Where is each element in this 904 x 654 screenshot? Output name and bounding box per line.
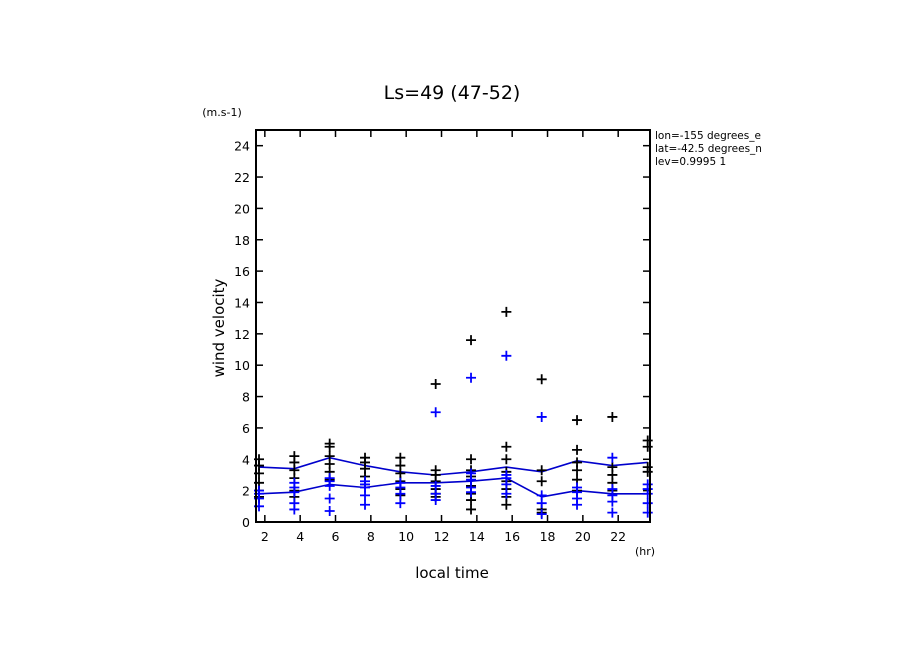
data-point	[607, 496, 618, 507]
x-unit-label: (hr)	[635, 545, 655, 558]
data-point	[501, 454, 512, 465]
data-point	[466, 372, 477, 383]
y-tick-label: 20	[234, 201, 250, 216]
y-tick-label: 12	[234, 327, 250, 342]
y-tick-label: 6	[242, 421, 250, 436]
data-point	[607, 507, 618, 518]
data-point	[501, 499, 512, 510]
y-tick-label: 2	[242, 484, 250, 499]
y-tick-label: 14	[234, 295, 250, 310]
data-point	[572, 499, 583, 510]
data-point	[289, 487, 300, 498]
data-point	[466, 454, 477, 465]
x-tick-label: 14	[469, 529, 485, 544]
data-point	[572, 415, 583, 426]
x-tick-label: 16	[504, 529, 520, 544]
data-point	[466, 335, 477, 346]
data-point	[536, 509, 547, 520]
data-point	[501, 306, 512, 317]
x-tick-label: 6	[332, 529, 340, 544]
data-point	[607, 452, 618, 463]
data-point	[642, 441, 653, 452]
y-axis-label: wind velocity	[210, 278, 228, 377]
x-tick-label: 22	[610, 529, 626, 544]
y-unit-label: (m.s-1)	[202, 106, 242, 119]
x-tick-label: 20	[575, 529, 591, 544]
x-tick-label: 8	[367, 529, 375, 544]
data-point	[466, 487, 477, 498]
data-point	[536, 465, 547, 476]
data-point	[395, 498, 406, 509]
y-tick-label: 16	[234, 264, 250, 279]
y-tick-label: 8	[242, 390, 250, 405]
x-axis-label: local time	[415, 564, 489, 582]
data-point	[501, 441, 512, 452]
info-line-lev: lev=0.9995 1	[655, 156, 726, 168]
data-point	[466, 504, 477, 515]
y-tick-label: 10	[234, 358, 250, 373]
info-line-lat: lat=-42.5 degrees_n	[655, 143, 762, 155]
chart-title: Ls=49 (47-52)	[384, 82, 521, 104]
series-lines-layer	[258, 456, 648, 498]
x-tick-label: 4	[296, 529, 304, 544]
data-point	[324, 480, 335, 491]
data-point	[642, 466, 653, 477]
data-point	[430, 407, 441, 418]
y-tick-label: 18	[234, 233, 250, 248]
data-point	[536, 374, 547, 385]
data-point	[536, 411, 547, 422]
data-point	[536, 476, 547, 487]
y-tick-label: 22	[234, 170, 250, 185]
data-point	[324, 441, 335, 452]
data-point	[572, 465, 583, 476]
data-point	[572, 444, 583, 455]
data-point	[360, 490, 371, 501]
data-point	[501, 479, 512, 490]
data-point	[360, 499, 371, 510]
data-point	[642, 498, 653, 509]
data-point	[536, 498, 547, 509]
y-tick-label: 0	[242, 515, 250, 530]
y-tick-label: 4	[242, 452, 250, 467]
data-point	[430, 495, 441, 506]
data-point	[289, 504, 300, 515]
data-point	[501, 488, 512, 499]
data-point	[501, 350, 512, 361]
data-point	[324, 506, 335, 517]
data-point	[642, 488, 653, 499]
data-points-layer	[254, 306, 653, 520]
series-line	[258, 477, 648, 498]
data-point	[324, 493, 335, 504]
y-tick-label: 24	[234, 139, 250, 154]
data-point	[395, 488, 406, 499]
info-line-lon: lon=-155 degrees_e	[655, 130, 761, 142]
plot-frame	[255, 129, 651, 523]
x-tick-label: 18	[540, 529, 556, 544]
x-tick-label: 10	[398, 529, 414, 544]
data-point	[430, 379, 441, 390]
x-tick-label: 12	[434, 529, 450, 544]
data-point	[607, 411, 618, 422]
series-line	[258, 456, 648, 476]
x-tick-label: 2	[261, 529, 269, 544]
data-point	[642, 507, 653, 518]
